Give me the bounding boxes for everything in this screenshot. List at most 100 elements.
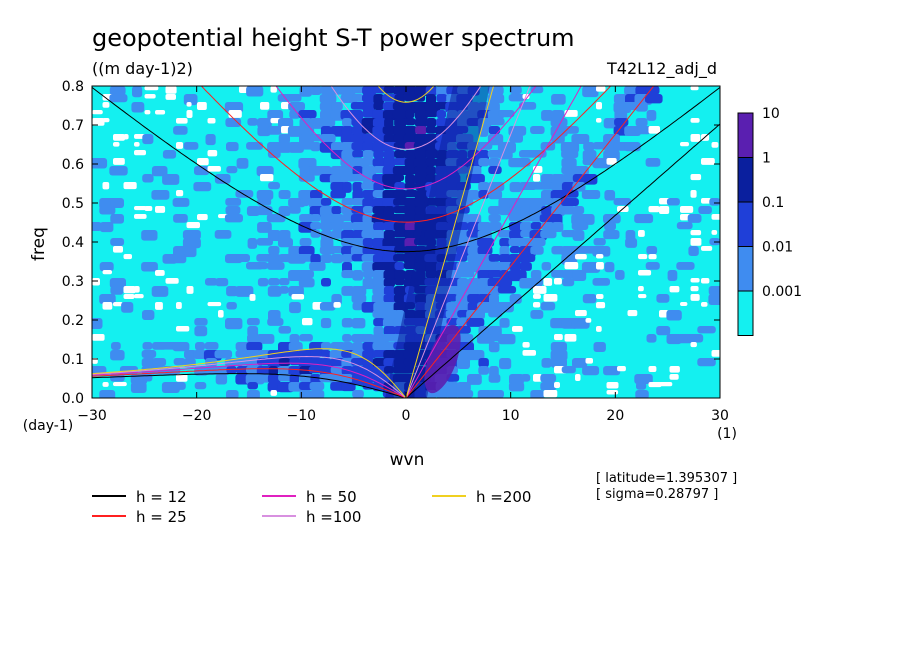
spectral-gap — [659, 382, 673, 387]
spectral-cell — [541, 182, 554, 190]
spectral-cell — [351, 198, 366, 206]
spectral-cell — [394, 270, 406, 280]
spectral-cell — [488, 166, 502, 174]
spectral-gap — [207, 150, 218, 157]
spectral-cell — [646, 334, 657, 343]
spectral-gap — [123, 182, 137, 190]
spectral-cell — [278, 254, 291, 263]
spectral-cell — [268, 182, 280, 190]
spectral-cell — [457, 278, 469, 289]
spectral-gap — [596, 262, 604, 270]
spectral-cell — [404, 238, 417, 249]
spectral-cell — [298, 278, 315, 288]
spectral-gap — [606, 382, 619, 389]
kelvin-curve-h200 — [405, 86, 495, 398]
spectral-gap — [596, 102, 602, 110]
spectral-cell — [310, 214, 321, 222]
spectral-cell — [572, 206, 585, 215]
spectral-cell — [384, 118, 394, 129]
spectral-cell — [236, 366, 250, 376]
inertia-gravity-curve-h25 — [200, 86, 612, 223]
spectral-cell — [520, 262, 532, 271]
spectral-cell — [393, 190, 408, 199]
dispersion-curves — [92, 86, 720, 398]
spectral-cell — [225, 318, 243, 330]
spectral-gap — [690, 190, 697, 198]
spectral-cell — [372, 358, 387, 368]
spectral-cell — [467, 246, 481, 256]
colorbar-label: 0.1 — [762, 195, 784, 211]
spectral-cell — [561, 366, 576, 374]
spectral-cell — [645, 94, 663, 104]
spectral-gap — [606, 158, 617, 165]
spectral-gap — [638, 286, 644, 292]
spectral-cell — [697, 326, 716, 334]
spectral-cell — [488, 310, 503, 318]
spectral-cell — [289, 94, 302, 102]
spectral-gap — [123, 294, 135, 299]
spectral-cell — [330, 214, 344, 225]
spectral-gap — [102, 102, 110, 108]
spectral-cell — [110, 374, 125, 382]
spectral-cell — [331, 246, 344, 254]
spectral-cell — [550, 350, 568, 361]
spectral-cell — [541, 358, 552, 368]
spectral-gap — [123, 134, 129, 140]
spectral-cell — [519, 254, 536, 262]
spectral-cell — [446, 382, 459, 393]
spectral-cell — [341, 318, 353, 328]
spectral-cell — [362, 150, 374, 160]
spectral-cell — [530, 246, 544, 255]
spectral-gap — [92, 334, 105, 341]
spectral-cell — [488, 374, 501, 383]
spectral-cell — [321, 342, 332, 351]
spectral-cell — [99, 222, 114, 233]
spectral-cell — [173, 126, 188, 135]
spectral-cell — [667, 270, 678, 281]
spectral-cell — [352, 270, 364, 281]
spectral-cell — [488, 190, 503, 200]
spectral-cell — [246, 390, 260, 398]
spectral-cell — [352, 190, 363, 201]
spectrum-field — [92, 86, 720, 398]
spectral-gap — [585, 318, 592, 323]
spectral-cell — [499, 318, 510, 328]
spectral-cell — [309, 262, 326, 271]
spectral-cell — [415, 126, 427, 135]
legend-label: h =100 — [306, 508, 361, 526]
spectral-cell — [246, 142, 264, 150]
spectral-cell — [162, 150, 177, 159]
spectral-cell — [372, 270, 387, 281]
y-tick-label: 0.0 — [62, 391, 84, 407]
spectral-cell — [309, 390, 325, 398]
spectral-cell — [92, 318, 103, 329]
spectral-cell — [278, 118, 294, 129]
spectral-cell — [351, 318, 366, 329]
spectral-cell — [666, 198, 680, 206]
spectral-cell — [256, 334, 275, 344]
spectral-gap — [701, 302, 708, 307]
spectral-cell — [635, 118, 648, 127]
spectral-cell — [687, 214, 702, 223]
colorbar-label: 0.001 — [762, 284, 802, 300]
spectral-cell — [215, 374, 228, 385]
spectral-cell — [267, 110, 284, 120]
spectral-gap — [207, 118, 216, 124]
spectral-cell — [289, 206, 301, 214]
kelvin-curve-h12 — [405, 123, 720, 398]
spectral-cell — [426, 166, 436, 175]
spectral-gap — [701, 198, 711, 204]
rossby-curve-h100 — [92, 355, 407, 398]
spectral-cell — [509, 246, 521, 254]
spectral-cell — [488, 158, 501, 167]
spectral-cell — [551, 174, 565, 185]
spectral-cell — [540, 230, 557, 239]
spectral-cell — [214, 350, 233, 359]
spectral-cell — [455, 270, 475, 278]
spectral-cell — [299, 270, 314, 279]
spectral-gap — [144, 86, 159, 91]
spectral-cell — [330, 230, 345, 239]
spectral-gap — [113, 158, 125, 165]
spectral-cell — [499, 270, 510, 281]
spectral-gap — [690, 294, 700, 301]
